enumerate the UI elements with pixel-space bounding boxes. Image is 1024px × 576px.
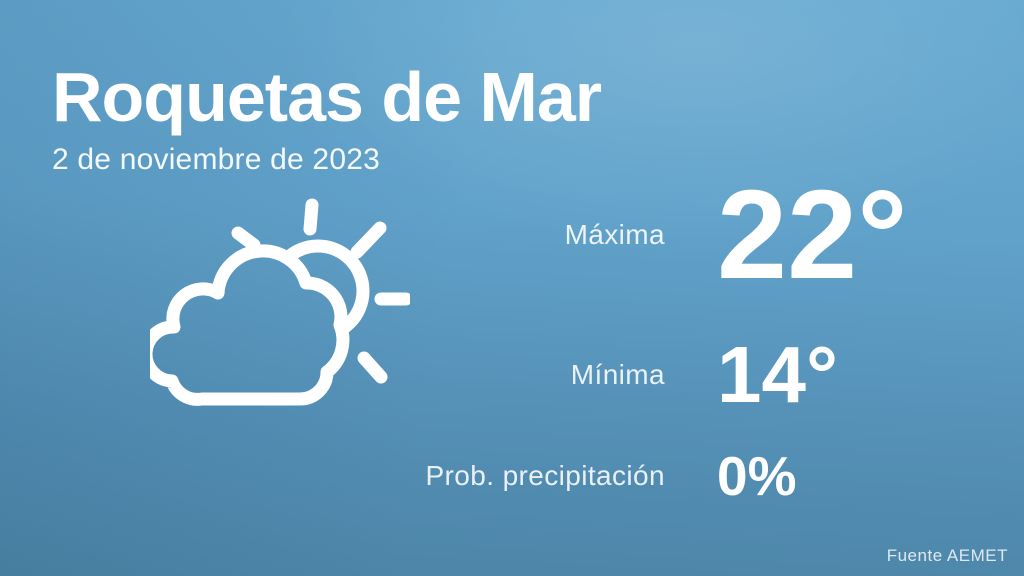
max-temperature-value: 22°: [717, 164, 908, 305]
sun-ray-upper-left: [231, 226, 261, 252]
precipitation-row: Prob. precipitación 0%: [0, 440, 1024, 512]
header: Roquetas de Mar 2 de noviembre de 2023: [52, 58, 602, 177]
source-attribution: Fuente AEMET: [886, 546, 1008, 565]
min-temperature-label: Mínima: [570, 359, 665, 390]
sun-ray-lower-right: [357, 351, 388, 384]
sun-disc: [266, 239, 370, 343]
precipitation-value: 0%: [717, 444, 797, 507]
sun-ray-top: [303, 198, 319, 236]
max-temperature-label: Máxima: [564, 219, 665, 250]
min-temperature-value: 14°: [717, 330, 838, 419]
min-temperature-row: Mínima 14°: [0, 318, 1024, 432]
precipitation-label: Prob. precipitación: [425, 460, 665, 491]
forecast-date: 2 de noviembre de 2023: [52, 143, 380, 176]
max-temperature-row: Máxima 22°: [0, 160, 1024, 310]
sun-ray-upper-right: [350, 221, 387, 259]
page-title: Roquetas de Mar: [52, 58, 602, 136]
